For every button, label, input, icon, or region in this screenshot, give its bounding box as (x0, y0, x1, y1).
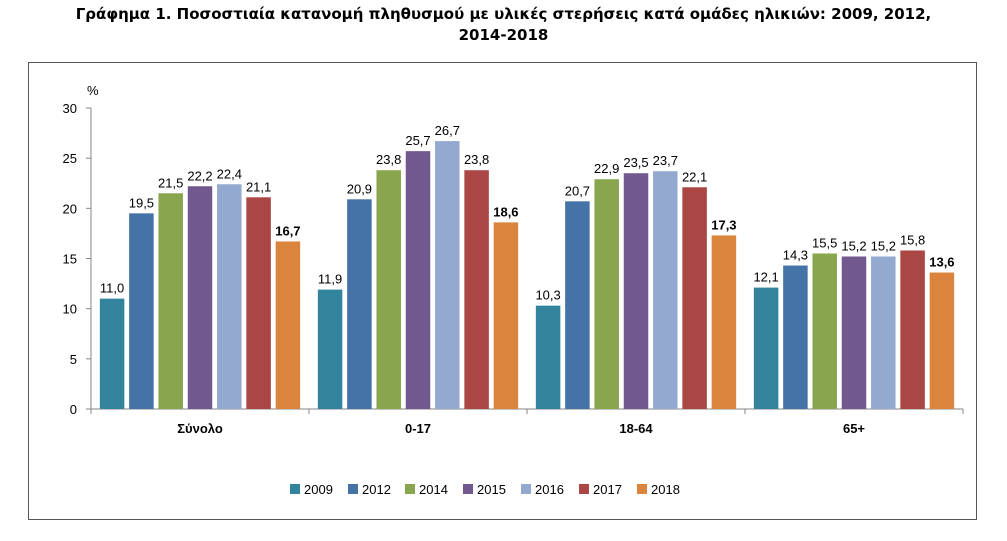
bar (565, 201, 590, 409)
data-label: 26,7 (435, 123, 460, 138)
legend-label: 2016 (535, 482, 564, 497)
y-tick-label: 0 (70, 402, 77, 417)
data-label: 23,8 (376, 152, 401, 167)
bar (347, 199, 372, 409)
data-label: 23,8 (464, 152, 489, 167)
data-label: 11,0 (100, 281, 124, 296)
chart-title: Γράφημα 1. Ποσοστιαία κατανομή πληθυσμού… (0, 4, 1007, 46)
legend-swatch (348, 484, 358, 494)
data-label: 16,7 (275, 223, 300, 238)
legend-swatch (405, 484, 415, 494)
y-tick-label: 5 (70, 352, 77, 367)
data-label: 15,2 (841, 238, 866, 253)
data-label: 19,5 (129, 195, 154, 210)
bar (871, 256, 896, 409)
data-label: 14,3 (783, 248, 808, 263)
y-axis-label: % (87, 83, 99, 98)
data-label: 17,3 (711, 217, 736, 232)
data-label: 11,9 (318, 272, 342, 287)
data-label: 25,7 (405, 133, 430, 148)
y-tick-label: 25 (63, 151, 77, 166)
bar (841, 256, 867, 409)
legend-swatch (521, 484, 531, 494)
data-label: 12,1 (753, 270, 778, 285)
bar (535, 305, 561, 409)
bar (623, 173, 649, 409)
category-label: Σύνολο (177, 421, 223, 436)
data-label: 23,5 (623, 155, 648, 170)
bar (812, 253, 837, 409)
bar (317, 289, 343, 409)
data-label: 22,2 (187, 168, 212, 183)
data-label: 18,6 (493, 204, 518, 219)
bar (682, 187, 707, 409)
bar (753, 287, 779, 409)
legend-label: 2015 (477, 482, 506, 497)
legend-swatch (579, 484, 589, 494)
data-label: 23,7 (653, 153, 678, 168)
y-tick-label: 15 (63, 252, 77, 267)
data-label: 22,9 (594, 161, 619, 176)
data-label: 22,1 (682, 169, 707, 184)
bar (405, 151, 431, 409)
data-label: 15,2 (871, 238, 896, 253)
chart-title-line-1: Γράφημα 1. Ποσοστιαία κατανομή πληθυσμού… (75, 5, 932, 23)
legend-label: 2009 (304, 482, 333, 497)
bar (129, 213, 154, 409)
legend-label: 2014 (419, 482, 448, 497)
legend-label: 2017 (593, 482, 622, 497)
bar (464, 170, 489, 409)
bar (246, 197, 271, 409)
bar (711, 235, 737, 409)
bar (653, 171, 678, 409)
legend-label: 2018 (651, 482, 680, 497)
bar (99, 298, 125, 409)
bar (376, 170, 401, 409)
legend-swatch (463, 484, 473, 494)
bar (275, 241, 301, 409)
bar (594, 179, 619, 409)
data-label: 21,1 (246, 179, 271, 194)
data-label: 20,7 (565, 183, 590, 198)
legend-label: 2012 (362, 482, 391, 497)
y-tick-label: 30 (63, 101, 77, 116)
data-label: 21,5 (158, 175, 183, 190)
category-label: 18-64 (619, 421, 653, 436)
bar-chart: 0 5 10 15 20 25 30% 11,0 19,5 21,5 22,2 22,4 21,1 16,… (63, 83, 964, 497)
legend-swatch (290, 484, 300, 494)
y-tick-label: 10 (63, 302, 77, 317)
category-label: 0-17 (405, 421, 431, 436)
data-label: 22,4 (217, 166, 242, 181)
data-label: 20,9 (347, 181, 372, 196)
chart-frame: 0 5 10 15 20 25 30% 11,0 19,5 21,5 22,2 22,4 21,1 16,… (28, 62, 977, 520)
chart-title-line-2: 2014-2018 (458, 26, 549, 44)
bar (217, 184, 242, 409)
data-label: 15,8 (900, 232, 925, 247)
bar (158, 193, 183, 409)
legend-swatch (637, 484, 647, 494)
bar (493, 222, 519, 409)
bar (900, 250, 925, 409)
y-tick-label: 20 (63, 201, 77, 216)
bar (435, 141, 460, 410)
data-label: 13,6 (929, 255, 954, 270)
data-label: 15,5 (812, 235, 837, 250)
category-label: 65+ (843, 421, 865, 436)
bar (187, 186, 213, 409)
bar (929, 272, 955, 409)
bar (783, 265, 808, 409)
data-label: 10,3 (535, 288, 560, 303)
